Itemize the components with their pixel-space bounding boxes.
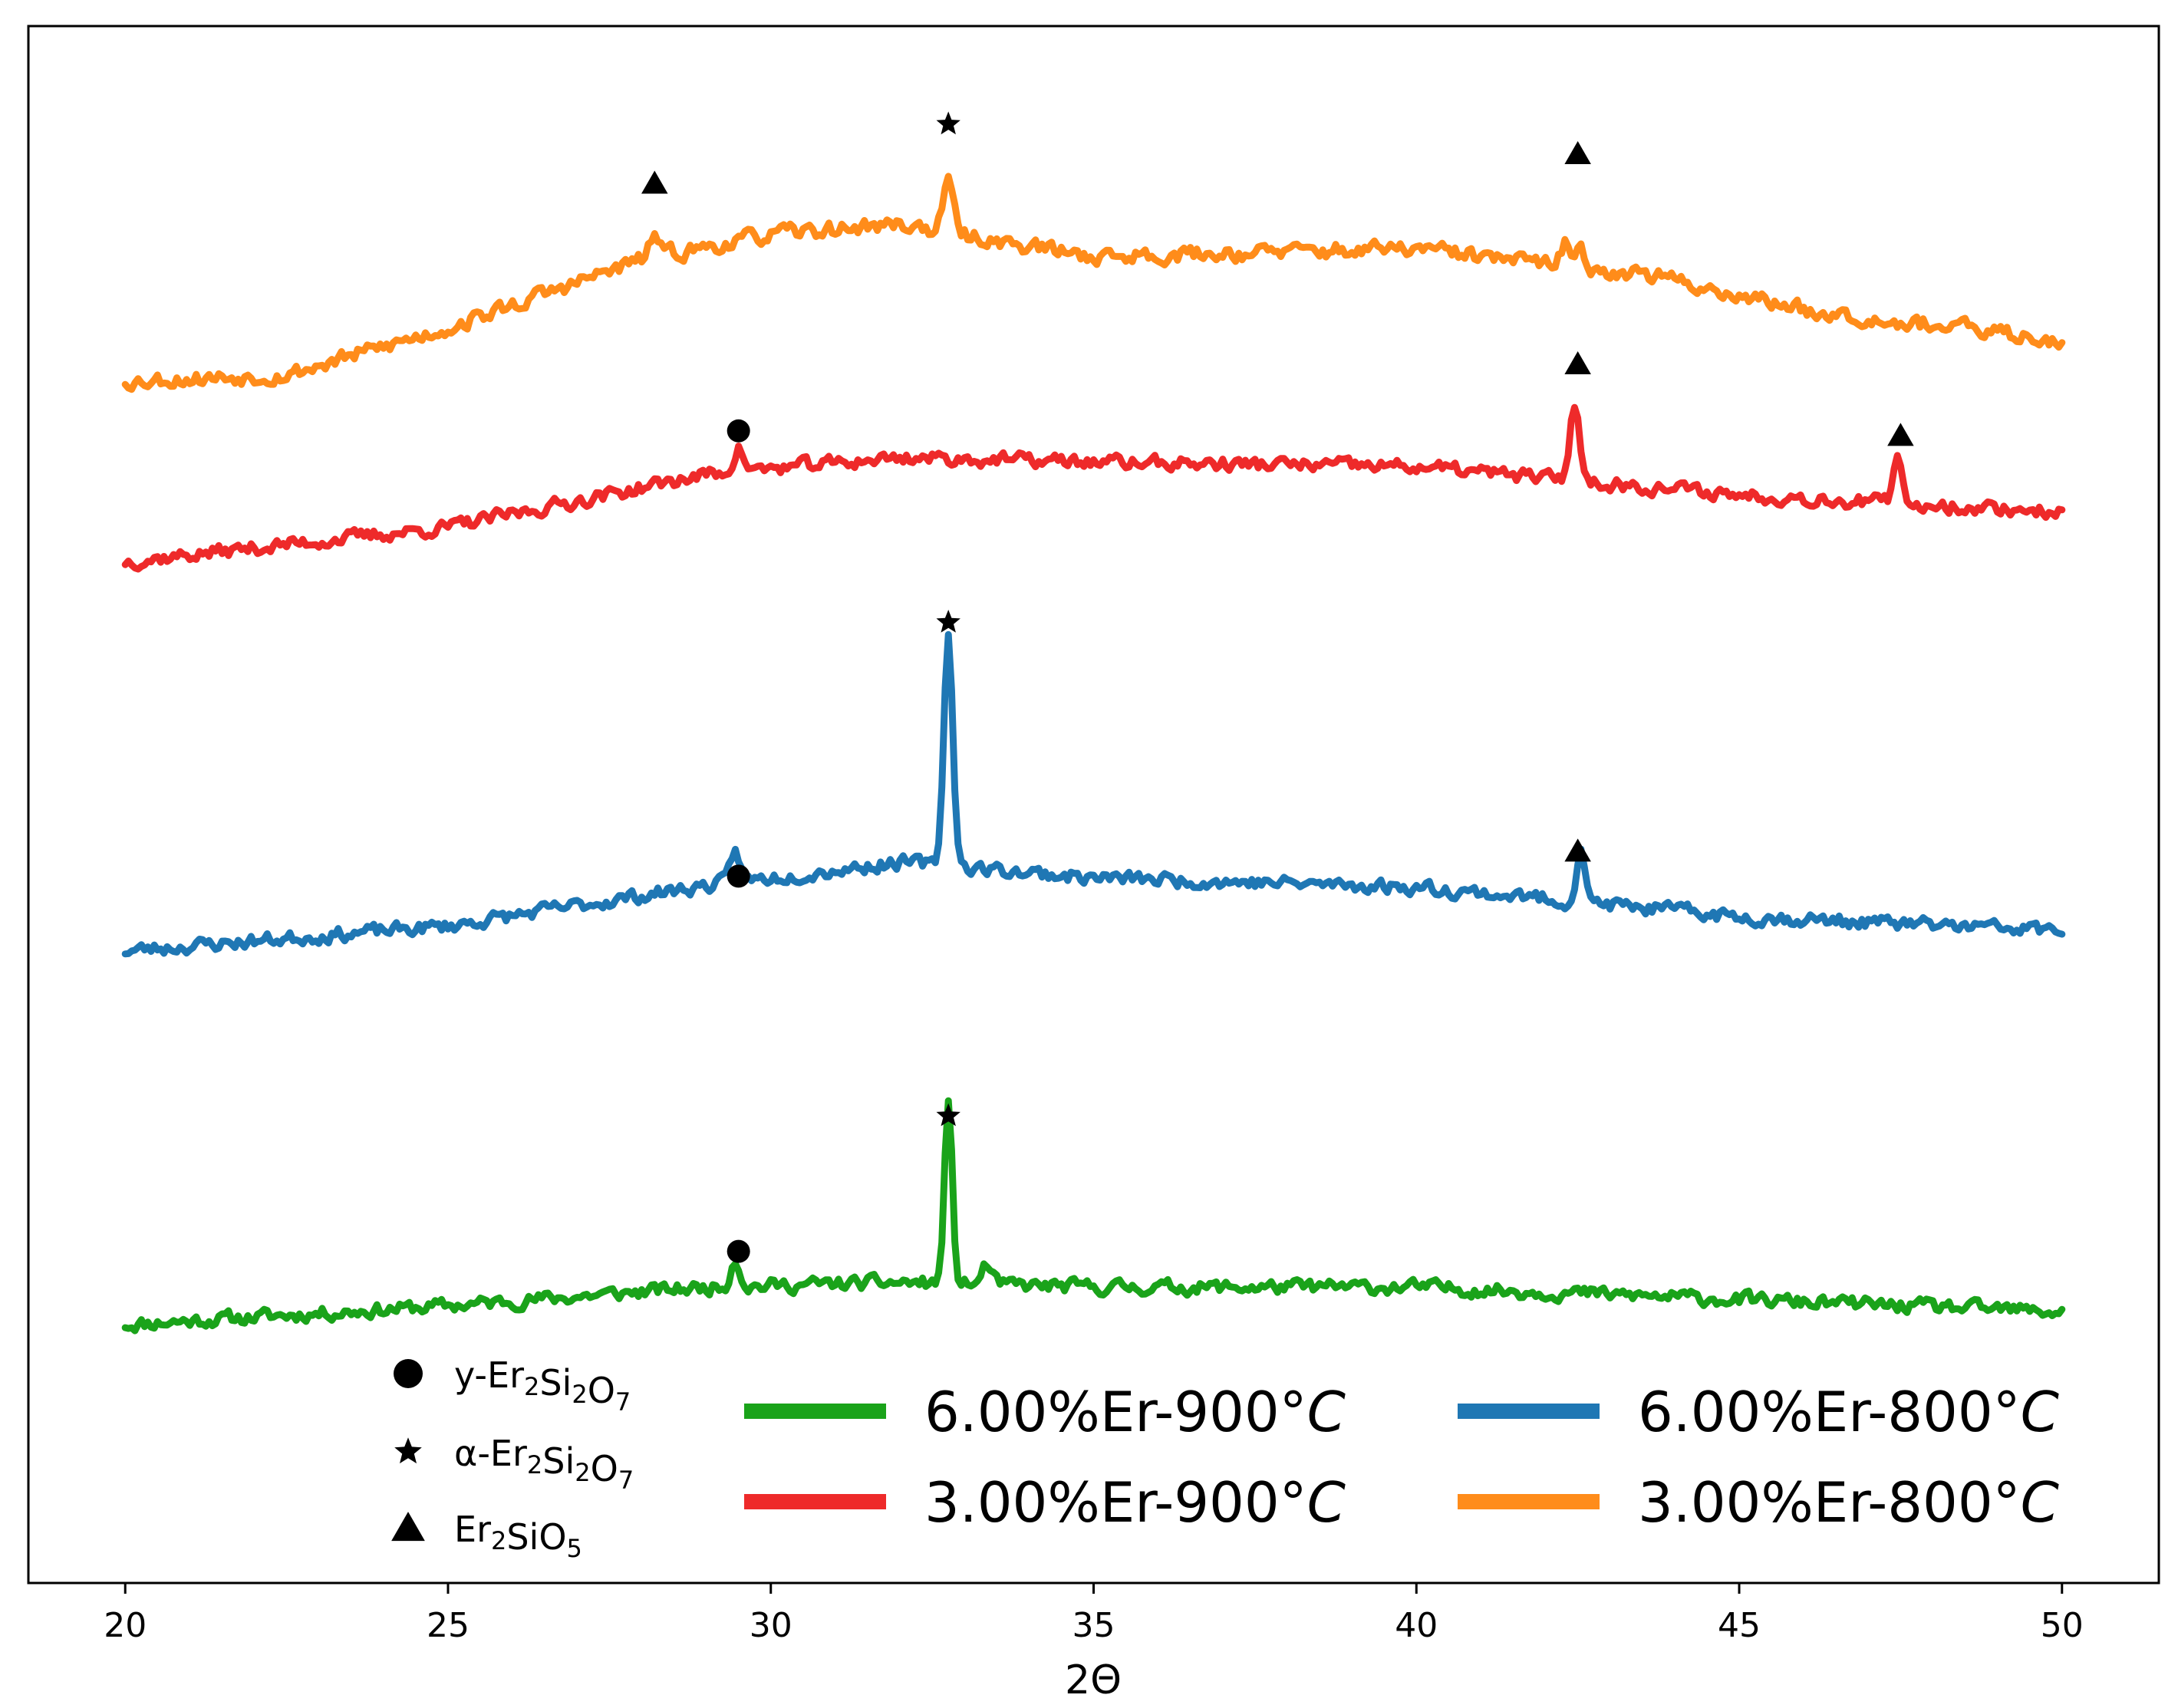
marker-legend-label: α-Er2Si2O7 bbox=[454, 1433, 634, 1495]
peak-marker-triangle bbox=[641, 170, 668, 194]
x-axis-title: 2Θ bbox=[1065, 1657, 1122, 1703]
star-icon bbox=[394, 1437, 422, 1464]
series-legend-item: 6.00%Er-900°C bbox=[744, 1380, 1346, 1444]
marker-legend-item: y-Er2Si2O7 bbox=[394, 1354, 631, 1417]
peak-annotation-layer bbox=[641, 111, 1914, 1263]
x-axis: 20 25 30 35 40 45 50 bbox=[104, 1583, 2084, 1645]
x-tick-label: 30 bbox=[750, 1606, 792, 1645]
marker-legend-label: y-Er2Si2O7 bbox=[454, 1354, 631, 1417]
triangle-icon bbox=[391, 1512, 425, 1542]
peak-marker-triangle bbox=[1564, 140, 1591, 164]
x-tick-label: 20 bbox=[104, 1606, 147, 1645]
x-tick-label: 35 bbox=[1073, 1606, 1115, 1645]
marker-legend: y-Er2Si2O7 α-Er2Si2O7 Er2SiO5 bbox=[391, 1354, 634, 1563]
peak-marker-star bbox=[936, 111, 960, 135]
series-legend-label: 6.00%Er-800°C bbox=[1638, 1380, 2060, 1444]
series-line-0 bbox=[121, 1097, 2066, 1334]
peak-marker-circle bbox=[727, 864, 750, 888]
series-legend-label: 3.00%Er-800°C bbox=[1638, 1470, 2060, 1535]
series-legend-label: 3.00%Er-900°C bbox=[924, 1470, 1346, 1535]
series-legend-label: 6.00%Er-900°C bbox=[924, 1380, 1346, 1444]
peak-marker-triangle bbox=[1887, 423, 1914, 446]
x-tick-label: 25 bbox=[427, 1606, 470, 1645]
series-legend-item: 3.00%Er-800°C bbox=[1458, 1470, 2060, 1535]
marker-legend-item: α-Er2Si2O7 bbox=[394, 1433, 634, 1495]
peak-marker-circle bbox=[727, 1239, 750, 1263]
x-tick-label: 45 bbox=[1718, 1606, 1761, 1645]
marker-legend-label: Er2SiO5 bbox=[454, 1509, 582, 1563]
series-legend-item: 3.00%Er-900°C bbox=[744, 1470, 1346, 1535]
series-layer bbox=[121, 173, 2066, 1334]
series-legend: 6.00%Er-900°C 6.00%Er-800°C 3.00%Er-900°C 3… bbox=[744, 1380, 2060, 1535]
marker-legend-item: Er2SiO5 bbox=[391, 1509, 582, 1563]
peak-marker-triangle bbox=[1564, 351, 1591, 375]
x-tick-label: 40 bbox=[1395, 1606, 1438, 1645]
peak-marker-star bbox=[936, 1103, 960, 1127]
series-legend-item: 6.00%Er-800°C bbox=[1458, 1380, 2060, 1444]
series-line-3 bbox=[121, 173, 2066, 393]
peak-marker-circle bbox=[727, 419, 750, 443]
peak-marker-triangle bbox=[1564, 838, 1591, 862]
series-line-1 bbox=[121, 630, 2066, 958]
series-line-2 bbox=[121, 403, 2066, 573]
circle-icon bbox=[394, 1359, 423, 1388]
peak-marker-star bbox=[936, 610, 960, 633]
x-tick-label: 50 bbox=[2041, 1606, 2084, 1645]
